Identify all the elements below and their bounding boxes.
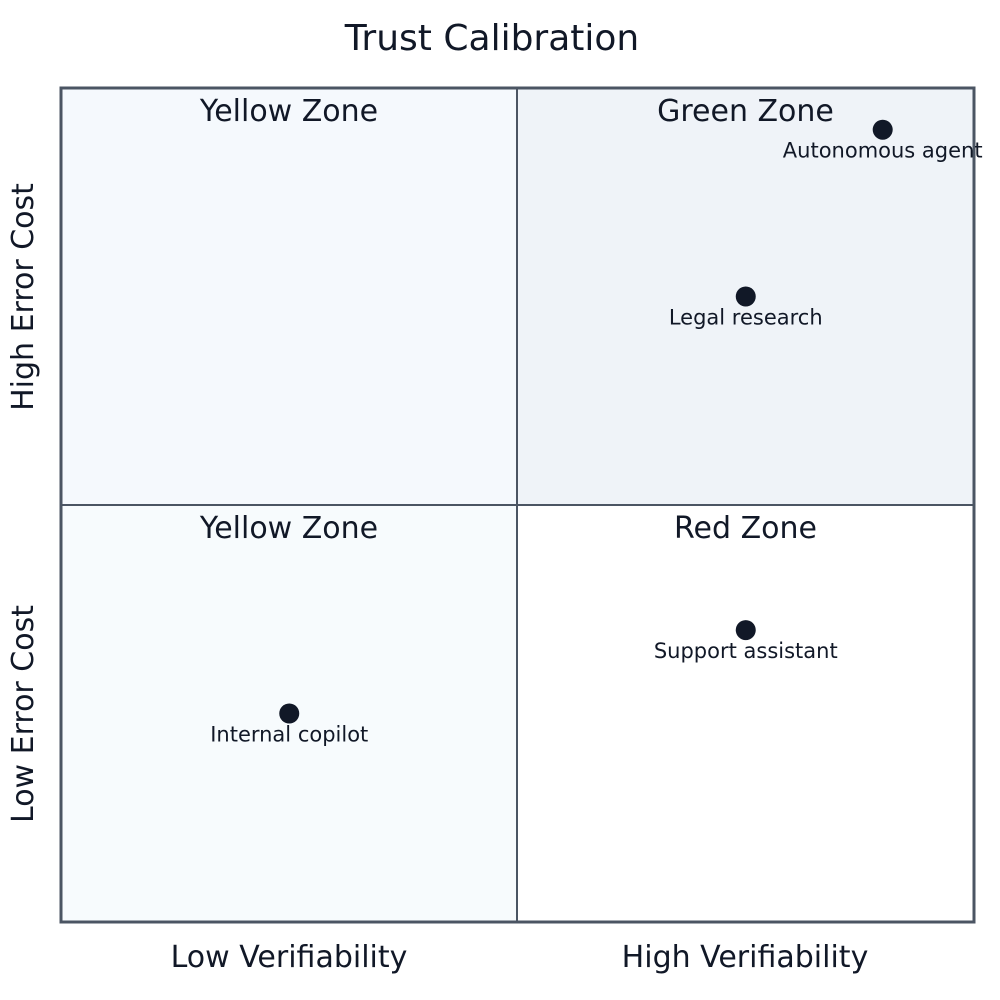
data-point-label: Autonomous agent bbox=[783, 139, 983, 163]
plot-border bbox=[59, 86, 976, 924]
quadrant-label-bottom-right: Red Zone bbox=[674, 511, 817, 546]
data-point bbox=[279, 703, 300, 724]
y-axis-high-label: High Error Cost bbox=[6, 183, 41, 411]
quadrant-label-top-left: Yellow Zone bbox=[199, 94, 378, 129]
data-point-label: Support assistant bbox=[654, 639, 838, 663]
data-point bbox=[735, 286, 756, 307]
x-axis-low-label: Low Verifiability bbox=[171, 940, 408, 975]
data-point bbox=[872, 119, 893, 140]
quadrant-bottom-right bbox=[517, 505, 974, 922]
data-point-label: Internal copilot bbox=[210, 723, 368, 747]
chart-title: Trust Calibration bbox=[344, 18, 640, 59]
quadrant-label-bottom-left: Yellow Zone bbox=[199, 511, 378, 546]
quadrant-top-left bbox=[61, 88, 517, 505]
text-layer: Trust Calibration Low Verifiability High… bbox=[6, 18, 868, 975]
y-axis-low-label: Low Error Cost bbox=[6, 605, 41, 823]
x-axis-high-label: High Verifiability bbox=[622, 940, 869, 975]
frame-layer bbox=[59, 86, 976, 924]
quadrant-label-top-right: Green Zone bbox=[657, 94, 834, 129]
data-point-label: Legal research bbox=[669, 306, 823, 330]
point-layer: Autonomous agent Legal research Support as… bbox=[210, 119, 983, 747]
data-point bbox=[735, 620, 756, 641]
